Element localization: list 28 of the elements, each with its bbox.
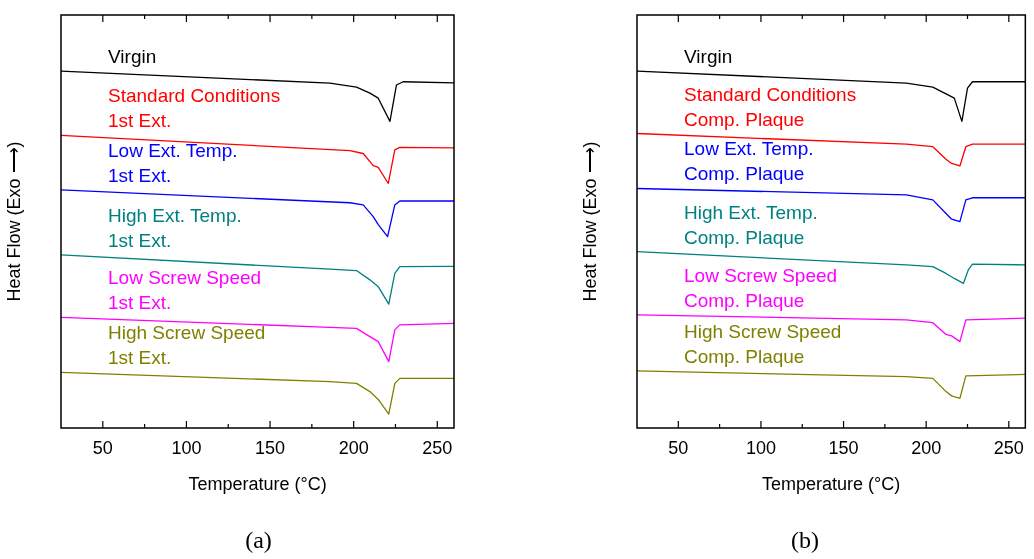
x-axis-title: Temperature (°C) bbox=[188, 474, 327, 495]
x-tick-label: 200 bbox=[338, 437, 369, 458]
x-tick-label: 250 bbox=[993, 437, 1024, 458]
text: (b) bbox=[790, 527, 820, 554]
series-label: Standard Conditions 1st Ext. bbox=[108, 85, 281, 132]
series-label: Virgin bbox=[684, 46, 733, 68]
series-label: High Ext. Temp. 1st Ext. bbox=[108, 204, 242, 251]
x-tick-label: 50 bbox=[92, 437, 113, 458]
series-label: High Screw Speed Comp. Plaque bbox=[684, 320, 842, 367]
series-label: Low Screw Speed Comp. Plaque bbox=[684, 264, 838, 311]
x-tick-label: 150 bbox=[828, 437, 859, 458]
series-label: Standard Conditions Comp. Plaque bbox=[684, 83, 857, 130]
x-tick-label: 200 bbox=[911, 437, 942, 458]
x-tick-label: 50 bbox=[668, 437, 689, 458]
series-label: Virgin bbox=[108, 46, 157, 68]
series-label: High Screw Speed 1st Ext. bbox=[108, 322, 266, 369]
y-axis-title: Heat Flow (Exo ⟶) bbox=[579, 141, 600, 302]
x-tick-label: 100 bbox=[745, 437, 776, 458]
series-label: Low Ext. Temp. 1st Ext. bbox=[108, 139, 238, 186]
series-label: High Ext. Temp. Comp. Plaque bbox=[684, 201, 818, 248]
y-axis-title: Heat Flow (Exo ⟶) bbox=[3, 141, 24, 302]
x-tick-label: 100 bbox=[171, 437, 202, 458]
series-label: Low Ext. Temp. Comp. Plaque bbox=[684, 138, 814, 185]
x-axis-title: Temperature (°C) bbox=[762, 474, 901, 495]
text: (a) bbox=[244, 527, 273, 554]
series-label: Low Screw Speed 1st Ext. bbox=[108, 267, 262, 314]
x-tick-label: 150 bbox=[255, 437, 286, 458]
x-tick-label: 250 bbox=[422, 437, 453, 458]
